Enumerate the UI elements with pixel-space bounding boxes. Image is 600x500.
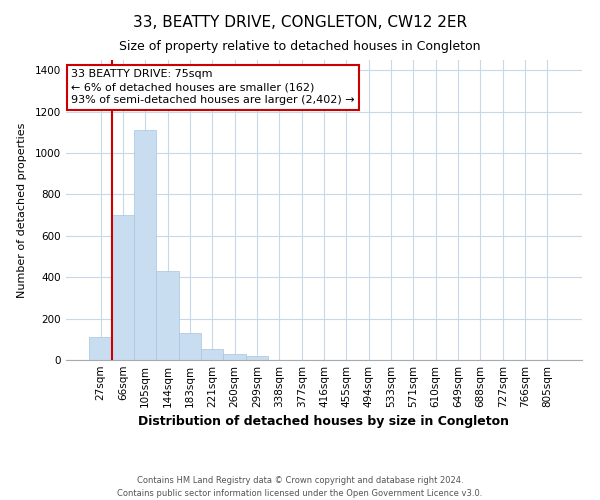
Text: 33 BEATTY DRIVE: 75sqm
← 6% of detached houses are smaller (162)
93% of semi-det: 33 BEATTY DRIVE: 75sqm ← 6% of detached … xyxy=(71,69,355,106)
Bar xyxy=(201,348,223,360)
Bar xyxy=(223,354,246,360)
Bar xyxy=(246,356,268,360)
Y-axis label: Number of detached properties: Number of detached properties xyxy=(17,122,26,298)
X-axis label: Distribution of detached houses by size in Congleton: Distribution of detached houses by size … xyxy=(139,416,509,428)
Bar xyxy=(134,130,157,360)
Text: Contains HM Land Registry data © Crown copyright and database right 2024.
Contai: Contains HM Land Registry data © Crown c… xyxy=(118,476,482,498)
Text: Size of property relative to detached houses in Congleton: Size of property relative to detached ho… xyxy=(119,40,481,53)
Text: 33, BEATTY DRIVE, CONGLETON, CW12 2ER: 33, BEATTY DRIVE, CONGLETON, CW12 2ER xyxy=(133,15,467,30)
Bar xyxy=(157,271,179,360)
Bar xyxy=(112,215,134,360)
Bar xyxy=(179,333,201,360)
Bar xyxy=(89,337,112,360)
